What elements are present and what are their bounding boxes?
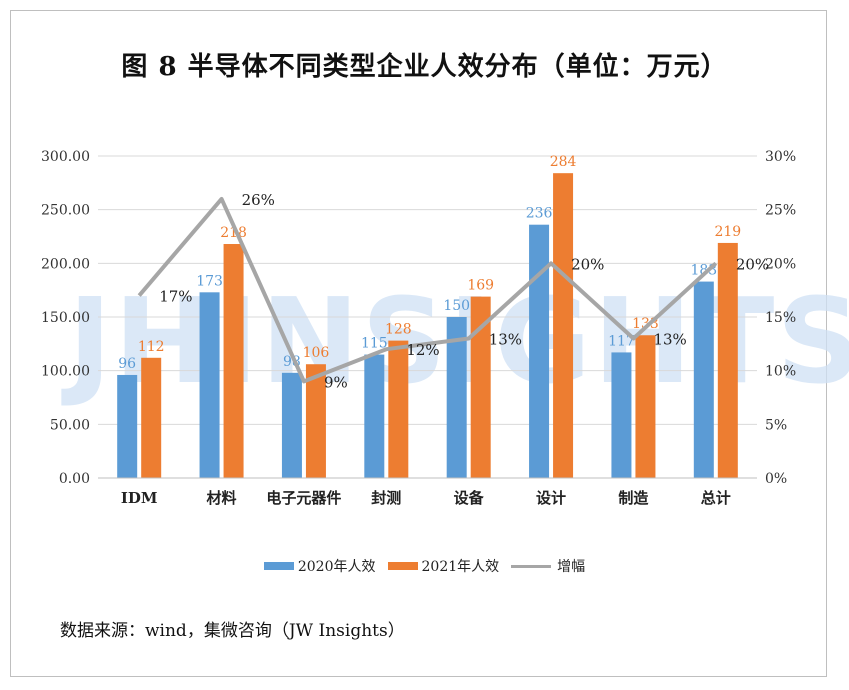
growth-label: 12% <box>406 341 439 359</box>
growth-label: 20% <box>571 255 604 273</box>
legend-item-2021: 2021年人效 <box>387 556 500 576</box>
legend-swatch-growth <box>511 564 552 568</box>
x-tick-label: 制造 <box>618 489 648 507</box>
growth-label: 9% <box>324 373 348 391</box>
bar-2020 <box>446 317 467 478</box>
legend-swatch-2021 <box>387 562 418 570</box>
bar-2020 <box>199 292 220 478</box>
growth-label: 26% <box>242 191 275 209</box>
y-right-tick-label: 10% <box>765 364 796 380</box>
y-right-tick-label: 0% <box>765 471 787 487</box>
bar-label-2021: 128 <box>385 322 412 338</box>
y-right-tick-label: 20% <box>765 256 796 272</box>
bar-2020 <box>529 224 550 478</box>
y-left-tick-label: 0.00 <box>59 471 90 487</box>
y-left-tick-label: 50.00 <box>50 417 90 433</box>
y-right-tick-label: 25% <box>765 203 796 219</box>
bar-2021 <box>635 335 656 478</box>
bar-2020 <box>611 352 632 478</box>
bar-label-2020: 117 <box>608 333 635 349</box>
legend-label-2021: 2021年人效 <box>421 559 500 575</box>
growth-label: 17% <box>159 288 192 306</box>
growth-label: 20% <box>736 255 769 273</box>
bar-2021 <box>470 296 491 478</box>
bar-label-2021: 284 <box>550 154 577 170</box>
bar-2021 <box>141 357 162 478</box>
x-tick-label: 设计 <box>536 489 566 507</box>
x-tick-label: 材料 <box>207 489 237 507</box>
growth-line <box>137 196 718 384</box>
bar-label-2021: 219 <box>714 224 741 240</box>
bar-label-2020: 173 <box>196 273 223 289</box>
growth-label: 13% <box>653 330 686 348</box>
chart-title: 图 8 半导体不同类型企业人效分布（单位：万元） <box>121 52 728 82</box>
y-right-tick-label: 15% <box>765 310 796 326</box>
y-left-tick-label: 100.00 <box>41 364 90 380</box>
x-tick-label: 总计 <box>701 489 731 507</box>
bar-2021 <box>223 244 244 478</box>
bar-label-2020: 236 <box>526 206 553 222</box>
bar-label-2020: 150 <box>443 298 470 314</box>
bar-2021 <box>305 364 326 478</box>
y-left-tick-label: 250.00 <box>41 203 90 219</box>
data-source-note: 数据来源：wind，集微咨询（JW Insights） <box>60 621 405 641</box>
bar-2021 <box>388 340 409 478</box>
bar-2020 <box>693 281 714 478</box>
y-right-tick-label: 30% <box>765 149 796 165</box>
legend-item-growth: 增幅 <box>511 556 585 576</box>
y-right-tick-label: 5% <box>765 417 787 433</box>
x-tick-label: IDM <box>121 489 158 507</box>
chart-legend: 2020年人效 2021年人效 增幅 <box>0 556 849 576</box>
growth-label: 13% <box>489 330 522 348</box>
legend-item-2020: 2020年人效 <box>263 556 376 576</box>
bar-2020 <box>117 374 138 478</box>
x-tick-label: 封测 <box>371 489 401 507</box>
bar-label-2021: 169 <box>467 278 494 294</box>
legend-label-2020: 2020年人效 <box>297 559 376 575</box>
bar-label-2021: 106 <box>303 345 330 361</box>
bar-2021 <box>553 173 574 478</box>
bar-2020 <box>281 372 302 478</box>
x-tick-label: 电子元器件 <box>266 489 341 507</box>
bar-label-2021: 112 <box>138 339 165 355</box>
bar-label-2020: 115 <box>361 336 388 352</box>
y-left-tick-label: 300.00 <box>41 149 90 165</box>
y-left-tick-label: 150.00 <box>41 310 90 326</box>
x-tick-label: 设备 <box>454 489 485 507</box>
legend-label-growth: 增幅 <box>557 559 586 575</box>
bar-2020 <box>364 354 385 478</box>
y-left-tick-label: 200.00 <box>41 256 90 272</box>
legend-swatch-2020 <box>263 562 294 570</box>
bar-label-2020: 96 <box>118 356 136 372</box>
bar-2021 <box>717 242 738 478</box>
